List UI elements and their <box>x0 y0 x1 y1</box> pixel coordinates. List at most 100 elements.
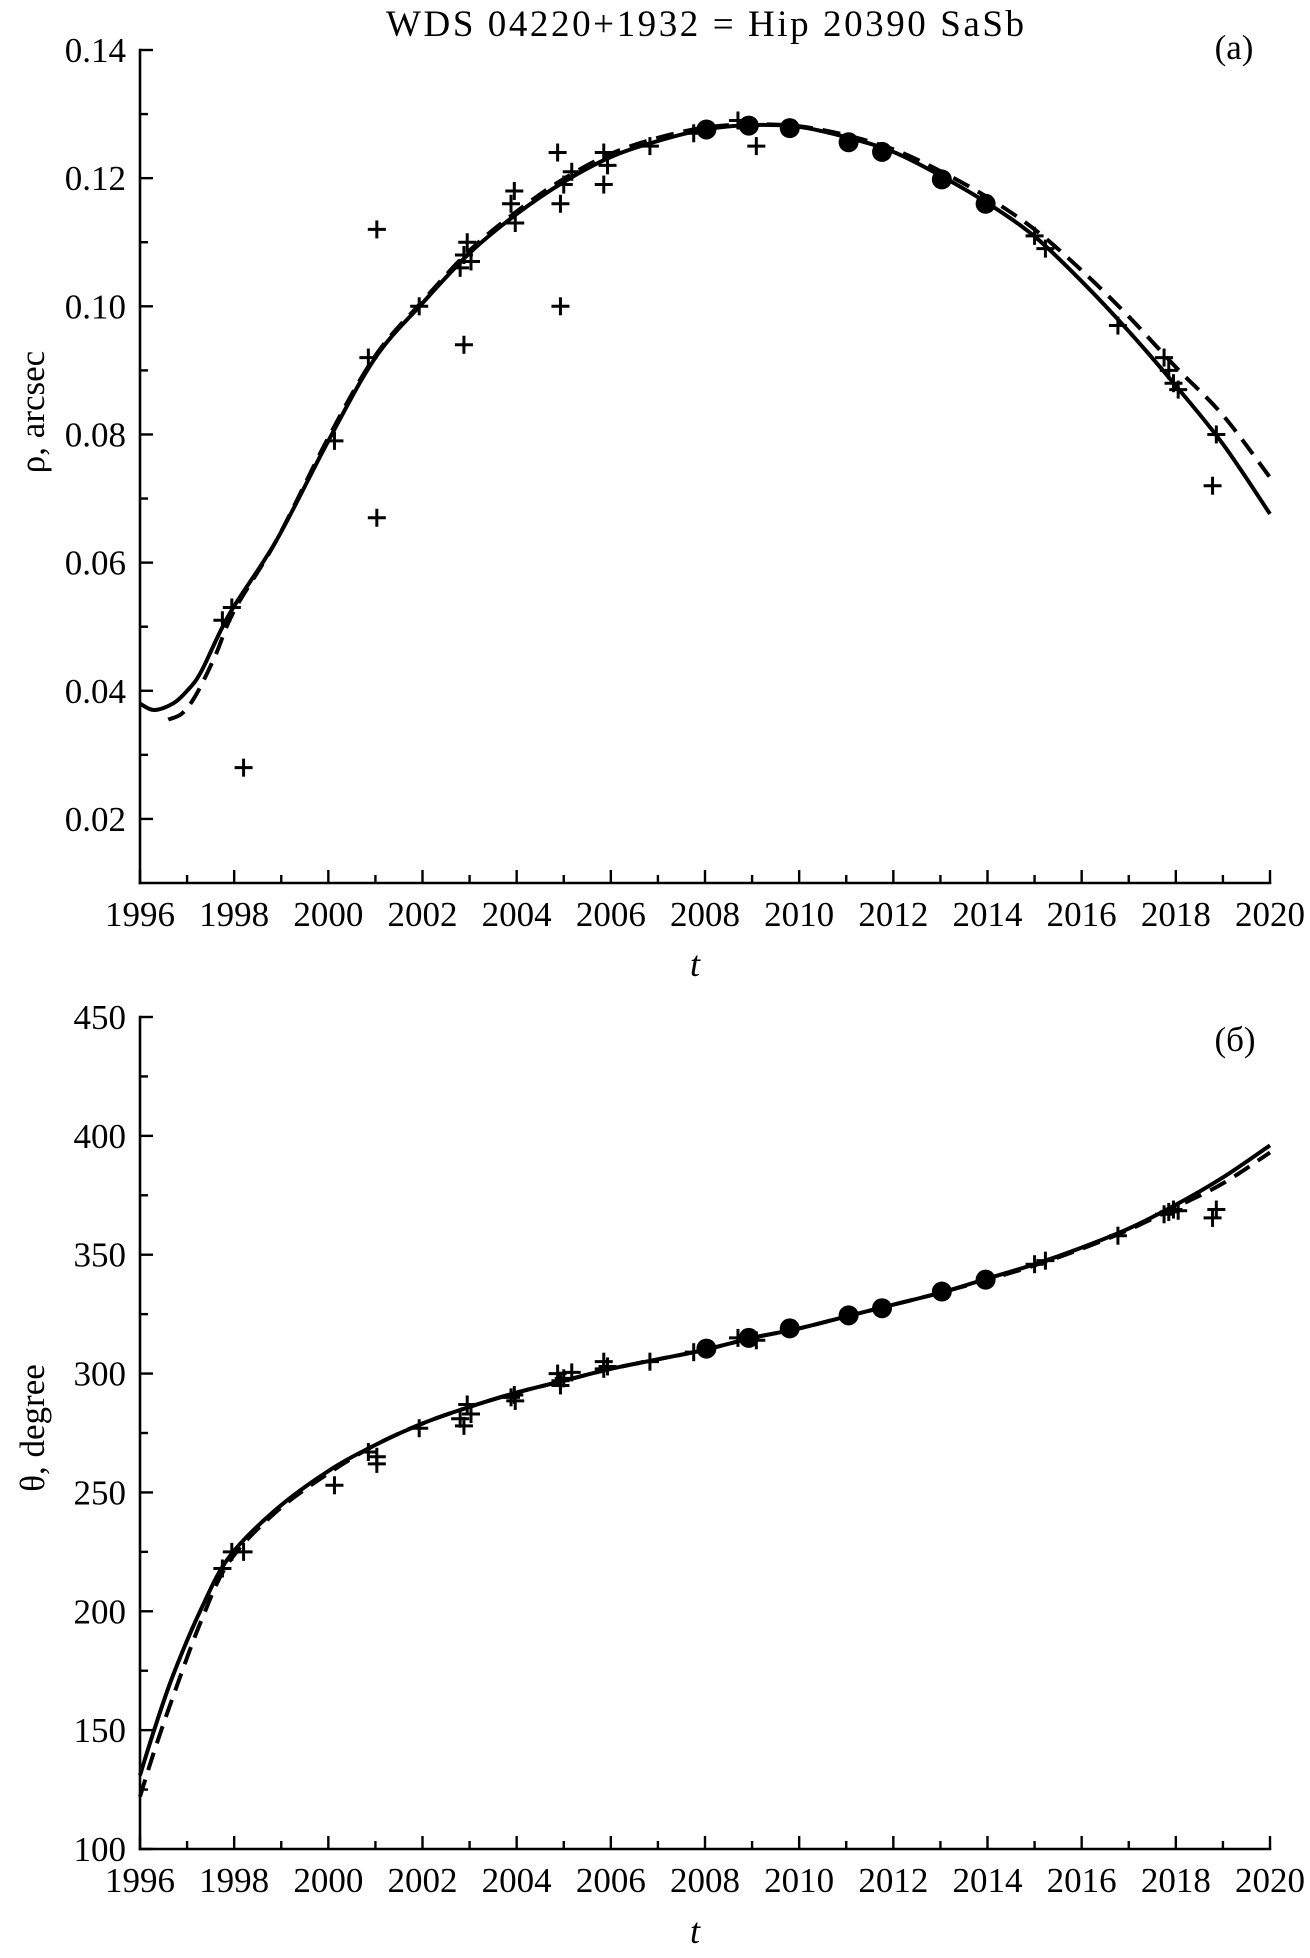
cross-marker <box>1159 361 1178 380</box>
cross-marker <box>325 431 344 450</box>
cross-marker <box>213 611 232 630</box>
cross-marker <box>1169 380 1188 399</box>
y-tick-label: 250 <box>74 1473 127 1512</box>
cross-marker <box>594 143 613 162</box>
cross-marker <box>458 1395 477 1414</box>
cross-marker <box>454 1416 473 1435</box>
fit-curve-solid <box>139 122 1272 712</box>
x-tick-label: 2000 <box>293 895 363 934</box>
x-tick-label: 2002 <box>388 895 458 934</box>
x-tick-label: 2018 <box>1141 1861 1211 1900</box>
cross-marker <box>506 214 525 233</box>
y-axis-title: θ, degree <box>13 1364 52 1492</box>
chart-title: WDS 04220+1932 = Hip 20390 SaSb <box>386 4 1024 45</box>
x-tick-label: 2006 <box>576 1861 646 1900</box>
cross-marker <box>554 175 573 194</box>
x-tick-label: 2012 <box>858 895 928 934</box>
cross-marker <box>1036 1251 1055 1270</box>
cross-marker <box>548 143 567 162</box>
cross-marker <box>359 348 378 367</box>
y-tick-label: 150 <box>74 1711 127 1750</box>
dot-marker <box>696 1338 717 1359</box>
cross-marker <box>562 1363 581 1382</box>
cross-marker <box>1155 348 1174 367</box>
cross-marker <box>1207 1200 1226 1219</box>
x-tick-label: 2018 <box>1141 895 1211 934</box>
dot-marker <box>872 1298 893 1319</box>
cross-marker <box>410 1419 429 1438</box>
x-tick-label: 2014 <box>953 895 1023 934</box>
cross-marker <box>505 181 524 200</box>
panel-b-position-angle: 1996 1998 2000 2002 2004 2006 2008 2010 2012 2014… <box>13 998 1305 1951</box>
x-axis-title: t <box>690 944 701 984</box>
cross-marker <box>234 758 253 777</box>
dot-marker <box>838 1305 859 1326</box>
y-tick-label: 0.06 <box>65 544 126 583</box>
dot-marker <box>975 1269 996 1290</box>
y-tick-label: 0.04 <box>65 672 126 711</box>
dot-marker <box>872 141 893 162</box>
cross-marker <box>367 220 386 239</box>
dot-marker <box>696 119 717 140</box>
y-tick-label: 0.14 <box>65 31 126 70</box>
cross-marker <box>551 297 570 316</box>
x-tick-label: 2010 <box>764 895 834 934</box>
y-axis-title: ρ, arcsec <box>13 351 52 473</box>
cross-marker <box>367 508 386 527</box>
cross-marker <box>1207 425 1226 444</box>
cross-marker <box>458 233 477 252</box>
fit-curve-dashed <box>138 1150 1272 1798</box>
cross-marker <box>598 156 617 175</box>
cross-marker <box>598 1357 617 1376</box>
cross-marker <box>461 1404 480 1423</box>
x-tick-label: 2010 <box>764 1861 834 1900</box>
panel-label: (б) <box>1214 1020 1255 1059</box>
fit-curve-dashed <box>167 122 1272 722</box>
y-tick-label: 300 <box>74 1355 127 1394</box>
x-tick-label: 2006 <box>576 895 646 934</box>
cross-marker <box>747 137 766 156</box>
x-tick-label: 2000 <box>293 1861 363 1900</box>
dot-marker <box>838 132 859 153</box>
cross-marker <box>1025 1255 1044 1274</box>
cross-marker <box>1203 1208 1222 1227</box>
cross-marker <box>562 162 581 181</box>
x-tick-label: 1998 <box>199 895 269 934</box>
y-tick-label: 100 <box>74 1830 127 1869</box>
cross-marker <box>551 194 570 213</box>
x-tick-label: 2002 <box>388 1861 458 1900</box>
cross-marker <box>222 598 241 617</box>
x-tick-label: 2016 <box>1047 1861 1117 1900</box>
cross-marker <box>1169 1201 1188 1220</box>
cross-marker <box>506 1391 525 1410</box>
dot-marker <box>738 115 759 136</box>
cross-marker <box>1036 239 1055 258</box>
x-tick-label: 1998 <box>199 1861 269 1900</box>
x-tick-label: 2004 <box>482 1861 552 1900</box>
cross-marker <box>454 335 473 354</box>
fit-curve-solid <box>138 1143 1272 1776</box>
dot-marker <box>738 1327 759 1348</box>
cross-marker <box>502 1388 521 1407</box>
cross-marker <box>410 297 429 316</box>
cross-marker <box>594 1359 613 1378</box>
y-tick-label: 0.10 <box>65 287 126 326</box>
cross-marker <box>551 1371 570 1390</box>
x-tick-label: 2012 <box>858 1861 928 1900</box>
x-tick-label: 2016 <box>1047 895 1117 934</box>
cross-marker <box>640 1352 659 1371</box>
cross-marker <box>1108 316 1127 335</box>
x-axis-title: t <box>690 1911 701 1951</box>
panel-a-separation: 1996 1998 2000 2002 2004 2006 2008 2010 2012 2014… <box>13 28 1305 984</box>
x-tick-label: 1996 <box>105 895 175 934</box>
x-tick-label: 2008 <box>670 1861 740 1900</box>
cross-marker <box>1025 226 1044 245</box>
y-tick-label: 0.08 <box>65 415 126 454</box>
cross-marker <box>367 1454 386 1473</box>
y-tick-label: 450 <box>74 998 127 1037</box>
cross-marker <box>640 137 659 156</box>
y-tick-label: 0.02 <box>65 800 126 839</box>
y-tick-label: 350 <box>74 1236 127 1275</box>
